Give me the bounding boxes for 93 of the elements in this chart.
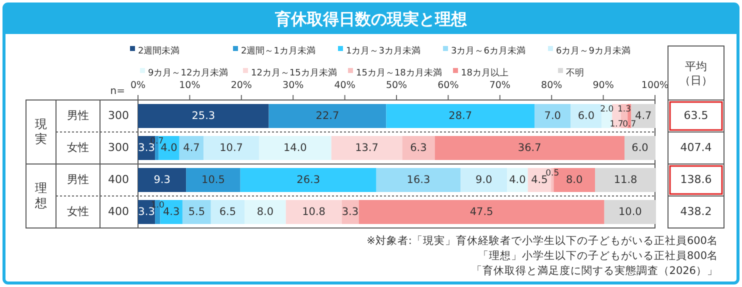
x-tick-label: 90% <box>592 80 614 91</box>
bar <box>604 200 656 224</box>
legend-label: 2週間～1カ月未満 <box>241 45 316 56</box>
x-tick-label: 40% <box>334 80 356 91</box>
bar <box>186 168 240 192</box>
text: 1.7 <box>610 119 624 130</box>
x-tick-label: 80% <box>541 80 562 91</box>
text: 0.5 <box>546 168 560 178</box>
legend-label: 6カ月～9カ月未満 <box>556 45 630 56</box>
y-tick-label: 女性 <box>67 205 89 218</box>
text: 8.0 <box>566 174 583 186</box>
text: 13.7 <box>355 142 378 154</box>
legend-label: 18カ月以上 <box>461 67 508 78</box>
text: 10.8 <box>302 206 326 218</box>
text: 理想 <box>34 181 47 210</box>
legend-label: 1カ月～3カ月未満 <box>346 45 420 56</box>
text: 6.5 <box>219 206 236 218</box>
bar <box>210 200 244 224</box>
text: 300 <box>108 141 129 154</box>
text: 10.5 <box>202 174 225 186</box>
text: 14.0 <box>283 142 307 154</box>
bar <box>182 200 211 224</box>
legend-label: 3カ月～6カ月未満 <box>451 45 526 56</box>
text: 4.3 <box>162 206 180 218</box>
text: 7.0 <box>544 110 561 122</box>
legend-label: 9カ月～12カ月未満 <box>148 67 228 78</box>
x-tick-label: 30% <box>282 80 304 91</box>
text: 2.0 <box>600 104 614 114</box>
text: 22.7 <box>316 110 340 122</box>
bar <box>286 200 342 224</box>
text: 63.5 <box>684 109 708 122</box>
legend-label: 12カ月～15カ月未満 <box>251 67 337 78</box>
bar <box>138 168 186 192</box>
text: 36.7 <box>518 142 542 154</box>
text: 4.7 <box>635 110 652 122</box>
y-tick-label: 男性 <box>67 173 89 186</box>
text: 6.0 <box>632 142 648 154</box>
text: 「理想」小学生以下の子どもがいる正社員800名 <box>478 249 718 262</box>
text: 8.0 <box>256 206 274 218</box>
text: 400 <box>108 173 129 186</box>
bar <box>460 168 508 192</box>
y-tick-label: 女性 <box>67 141 89 154</box>
text: 4.7 <box>183 142 200 154</box>
text: 25.3 <box>192 110 216 122</box>
text: 4.0 <box>509 174 526 186</box>
text: 6.3 <box>410 142 427 154</box>
text: 400 <box>108 205 129 218</box>
x-tick-label: 10% <box>179 80 200 91</box>
x-tick-label: 20% <box>230 80 252 91</box>
text: 3.3 <box>342 206 359 218</box>
text: 47.5 <box>470 206 494 218</box>
text: 10.0 <box>618 206 642 218</box>
text: 300 <box>108 109 129 122</box>
text: 9.0 <box>476 174 492 186</box>
bar <box>358 200 604 224</box>
text: 138.6 <box>680 173 712 186</box>
y-tick-label: 男性 <box>67 109 89 122</box>
bar <box>240 168 376 192</box>
text: 6.0 <box>578 110 595 122</box>
x-tick-label: 0% <box>130 80 146 91</box>
text: 3.3 <box>138 142 155 154</box>
text: 16.3 <box>406 174 430 186</box>
text: 407.4 <box>680 141 712 154</box>
text: 26.3 <box>296 174 320 186</box>
x-tick-label: 60% <box>438 80 459 91</box>
legend-label: 15カ月～18カ月未満 <box>356 67 442 78</box>
bar <box>507 168 528 192</box>
text: 3.3 <box>138 206 155 218</box>
text: 4.5 <box>531 174 548 186</box>
text: 「育休取得と満足度に関する実態調査（2026）」 <box>471 264 718 277</box>
text: 11.8 <box>614 174 638 186</box>
chart-title: 育休取得日数の現実と理想 <box>274 9 468 28</box>
text: 438.2 <box>680 205 712 218</box>
text: ※対象者:「現実」育休経験者で小学生以下の子どもがいる正社員600名 <box>366 234 718 247</box>
x-tick-label: 50% <box>386 80 408 91</box>
text: 平均（日） <box>680 60 712 87</box>
text: 28.7 <box>448 110 472 122</box>
bar <box>342 200 359 224</box>
text: 4.0 <box>160 142 178 154</box>
text: 1.3 <box>617 104 632 114</box>
text: n= <box>110 86 125 97</box>
legend-label: 不明 <box>566 67 584 78</box>
text: 10.7 <box>220 142 244 154</box>
x-tick-label: 100% <box>641 80 669 91</box>
x-tick-label: 70% <box>489 80 510 91</box>
legend-label: 2週間未満 <box>138 45 180 56</box>
text: 9.3 <box>154 174 170 186</box>
text: 現実 <box>35 117 47 146</box>
text: 5.5 <box>188 206 206 218</box>
bar <box>244 200 286 224</box>
bar <box>376 168 461 192</box>
bar <box>595 168 656 192</box>
text: 0.7 <box>622 119 636 130</box>
